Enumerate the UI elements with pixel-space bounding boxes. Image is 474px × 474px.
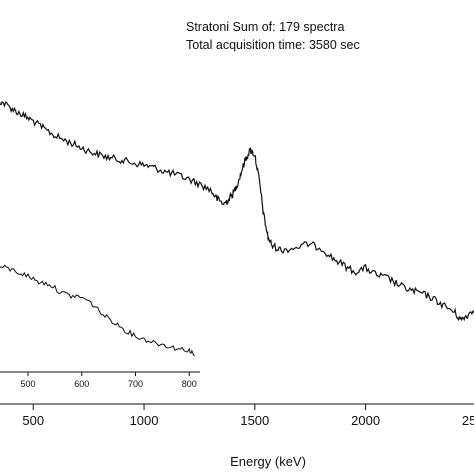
x-tick-label-500: 500 <box>22 413 44 428</box>
x-axis-title: Energy (keV) <box>230 454 306 469</box>
inset-spectrum-plot: 400500600700800 <box>0 264 200 389</box>
x-tick-label-800: 800 <box>182 379 197 389</box>
x-tick-label-2000: 2000 <box>351 413 380 428</box>
x-tick-label-1000: 1000 <box>130 413 159 428</box>
annotation-spectra-count: Stratoni Sum of: 179 spectra <box>186 20 345 34</box>
x-tick-label-500: 500 <box>20 379 35 389</box>
main-spectrum-line <box>0 101 474 322</box>
main-spectrum-plot: 500 1000 1500 2000 2500 Energy (keV) <box>0 101 474 469</box>
annotation-acquisition-time: Total acquisition time: 3580 sec <box>186 38 360 52</box>
x-tick-label-600: 600 <box>74 379 89 389</box>
x-tick-label-1500: 1500 <box>240 413 269 428</box>
x-tick-label-700: 700 <box>128 379 143 389</box>
x-tick-label-2500: 2500 <box>462 413 474 428</box>
inset-spectrum-line <box>0 264 195 357</box>
